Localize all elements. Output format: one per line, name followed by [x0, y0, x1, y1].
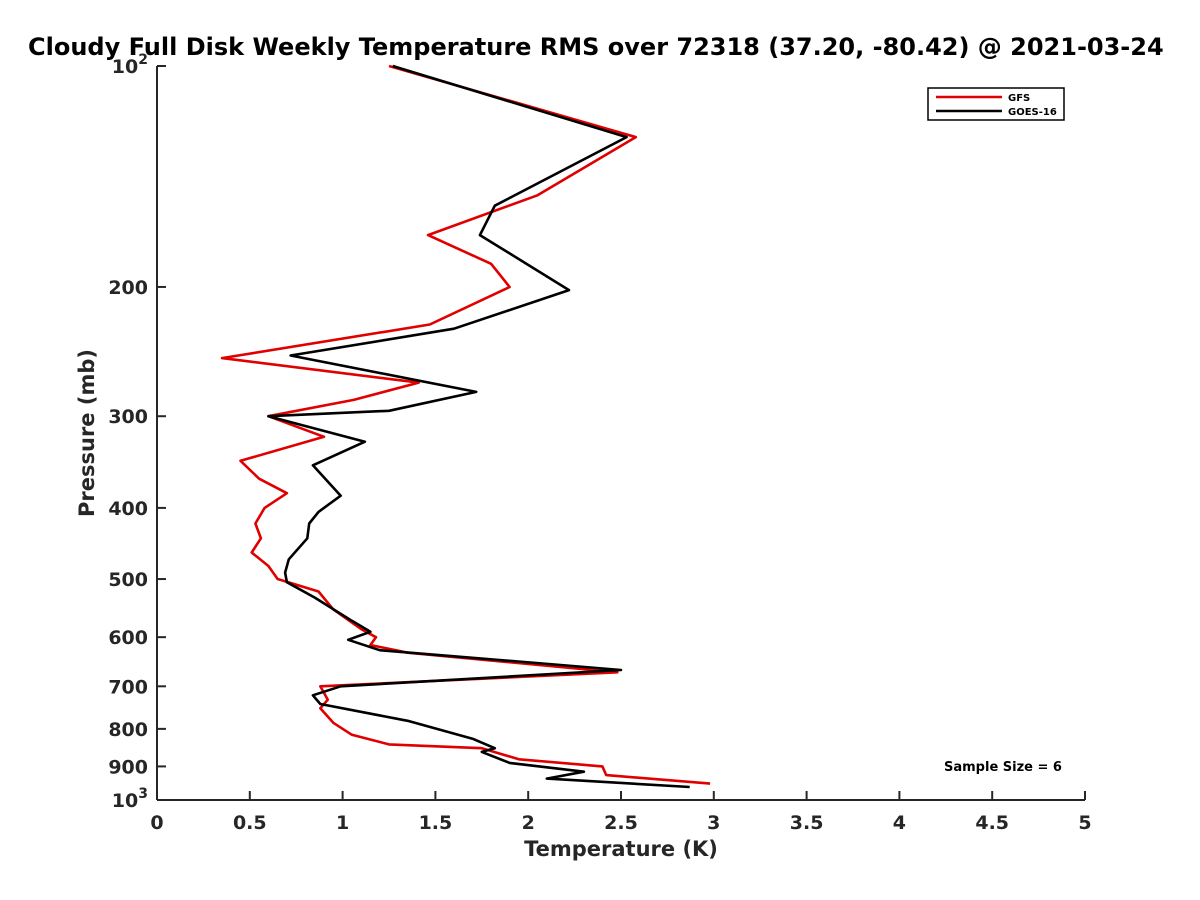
x-tick-label: 4 — [893, 812, 906, 834]
y-tick-label: 600 — [108, 627, 148, 649]
legend-box — [927, 87, 1065, 121]
y-tick-label: 400 — [108, 498, 148, 520]
plot-area: 0 0.5 1 1.5 2 2.5 3 3.5 4 4.5 5 102 200 300 400 500 600 7… — [108, 52, 1091, 834]
y-tick-label: 300 — [108, 406, 148, 428]
legend: GFS GOES-16 — [927, 87, 1065, 121]
y-tick-label: 102 — [112, 52, 148, 78]
legend-label: GFS — [1008, 93, 1030, 104]
y-tick-label: 700 — [108, 676, 148, 698]
x-tick-label: 1.5 — [419, 812, 453, 834]
x-tick-label: 2.5 — [604, 812, 638, 834]
chart-title: Cloudy Full Disk Weekly Temperature RMS … — [28, 33, 1164, 61]
x-tick-label: 0 — [150, 812, 163, 834]
series-line-gfs — [220, 64, 711, 785]
sample-size-annotation: Sample Size = 6 — [944, 760, 1062, 775]
series-line-goes-16 — [267, 64, 690, 789]
x-tick-label: 2 — [522, 812, 535, 834]
y-tick-label: 200 — [108, 277, 148, 299]
x-axis-label: Temperature (K) — [524, 837, 718, 861]
x-tick-label: 0.5 — [233, 812, 267, 834]
x-tick-label: 5 — [1078, 812, 1091, 834]
x-tick-label: 4.5 — [975, 812, 1009, 834]
y-tick-label: 500 — [108, 569, 148, 591]
y-tick-label: 103 — [112, 786, 148, 812]
x-tick-label: 3 — [707, 812, 720, 834]
x-tick-label: 3.5 — [790, 812, 824, 834]
legend-label: GOES-16 — [1008, 107, 1057, 118]
y-axis-label: Pressure (mb) — [75, 349, 99, 517]
x-tick-label: 1 — [336, 812, 349, 834]
y-tick-label: 900 — [108, 756, 148, 778]
y-tick-label: 800 — [108, 719, 148, 741]
